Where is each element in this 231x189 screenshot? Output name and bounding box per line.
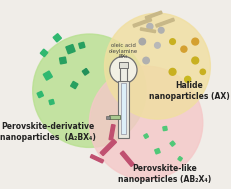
Circle shape (168, 68, 175, 75)
Circle shape (109, 56, 137, 84)
FancyBboxPatch shape (119, 66, 127, 85)
Circle shape (169, 39, 175, 44)
Polygon shape (100, 139, 116, 156)
FancyBboxPatch shape (106, 116, 109, 119)
Circle shape (146, 23, 152, 29)
FancyBboxPatch shape (121, 83, 125, 134)
Text: oleic acid
oleylamine
BX₂: oleic acid oleylamine BX₂ (108, 43, 137, 59)
Text: Perovskite-like
nanoparticles (AB₂X₄): Perovskite-like nanoparticles (AB₂X₄) (118, 164, 211, 184)
Text: Halide
nanoparticles (AX): Halide nanoparticles (AX) (149, 81, 229, 101)
Circle shape (158, 27, 163, 33)
Circle shape (89, 66, 202, 180)
Circle shape (154, 43, 160, 48)
Polygon shape (132, 18, 151, 27)
Polygon shape (145, 11, 161, 19)
FancyBboxPatch shape (119, 62, 127, 68)
Circle shape (104, 13, 210, 119)
FancyBboxPatch shape (118, 81, 128, 138)
Circle shape (184, 76, 190, 82)
Circle shape (191, 38, 198, 45)
Polygon shape (140, 28, 155, 33)
Polygon shape (155, 18, 173, 27)
Polygon shape (120, 151, 134, 167)
Circle shape (191, 57, 198, 64)
Polygon shape (90, 155, 103, 163)
Circle shape (139, 38, 145, 45)
Circle shape (180, 46, 186, 52)
Circle shape (199, 69, 205, 74)
Text: Perovskite-derivative
nanoparticles  (A₂BX₄): Perovskite-derivative nanoparticles (A₂B… (0, 122, 95, 142)
FancyBboxPatch shape (109, 115, 119, 119)
Circle shape (142, 57, 149, 64)
Polygon shape (109, 125, 115, 140)
Circle shape (33, 34, 146, 147)
